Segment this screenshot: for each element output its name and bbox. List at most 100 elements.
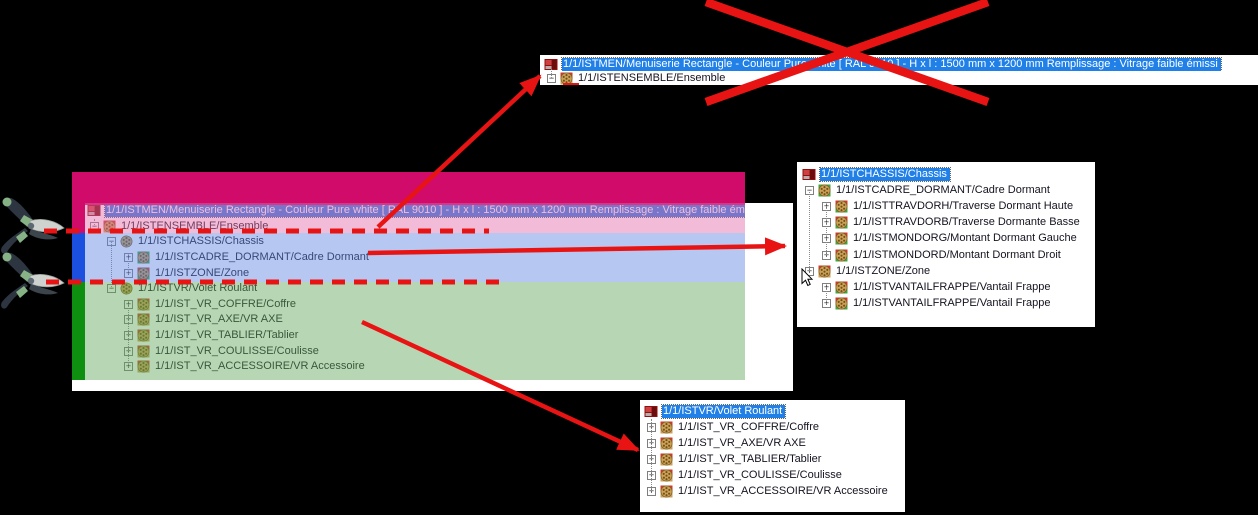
tree-row-label: 1/1/ISTCADRE_DORMANT/Cadre Dormant (836, 183, 1050, 196)
component-icon (137, 345, 150, 358)
tree-row[interactable]: + 1/1/ISTTRAVDORB/Traverse Dormante Bass… (800, 215, 1093, 231)
tree-row[interactable]: + 1/1/IST_VR_AXE/VR AXE (85, 312, 745, 328)
window-icon (544, 58, 558, 70)
component-icon (835, 249, 848, 262)
component-icon (835, 281, 848, 294)
tree-row-label: 1/1/ISTVR/Volet Roulant (138, 282, 258, 295)
tree-row[interactable]: + 1/1/ISTTRAVDORH/Traverse Dormant Haute (800, 198, 1093, 214)
tree-row-label: 1/1/ISTCHASSIS/Chassis (819, 166, 951, 182)
tree-connector (128, 258, 129, 274)
tree-row[interactable]: + 1/1/ISTCADRE_DORMANT/Cadre Dormant (85, 250, 745, 266)
tree-row[interactable]: − 1/1/ISTVR/Volet Roulant (85, 281, 745, 297)
rejection-cross-stroke (704, 0, 990, 107)
tree-row[interactable]: + 1/1/IST_VR_ACCESSOIRE/VR Accessoire (85, 359, 745, 375)
split-tree-chassis-panel: 1/1/ISTCHASSIS/Chassis − 1/1/ISTCADRE_DO… (797, 162, 1095, 327)
window-icon (802, 168, 816, 180)
component-icon (137, 329, 150, 342)
component-icon (660, 485, 673, 498)
component-icon (137, 267, 150, 280)
tree-row[interactable]: + 1/1/IST_VR_AXE/VR AXE (642, 435, 903, 451)
tree-row-label: 1/1/ISTZONE/Zone (836, 264, 931, 277)
tree-row-label: 1/1/ISTVR/Volet Roulant (660, 403, 787, 419)
tree-connector (826, 206, 827, 255)
tree-row-label: 1/1/ISTMONDORG/Montant Dormant Gauche (853, 232, 1077, 245)
tree-row[interactable]: + 1/1/IST_VR_COULISSE/Coulisse (642, 467, 903, 483)
tree-row[interactable]: − 1/1/ISTCHASSIS/Chassis (85, 234, 745, 250)
split-tree-menuiserie-panel: 1/1/ISTMEN/Menuiserie Rectangle - Couleu… (540, 55, 1258, 85)
tree-row-label: 1/1/IST_VR_ACCESSOIRE/VR Accessoire (678, 485, 888, 498)
tree-row[interactable]: − 1/1/ISTCADRE_DORMANT/Cadre Dormant (800, 182, 1093, 198)
tree-row-label: 1/1/ISTVANTAILFRAPPE/Vantail Frappe (853, 280, 1051, 293)
highlight-band-magenta-header (72, 172, 745, 205)
tree-row-label: 1/1/IST_VR_TABLIER/Tablier (678, 452, 822, 465)
component-icon (660, 421, 673, 434)
tree-row-label: 1/1/ISTTRAVDORB/Traverse Dormante Basse (853, 216, 1080, 229)
tree-row-label: 1/1/ISTENSEMBLE/Ensemble (121, 219, 269, 232)
tree-connector (94, 219, 95, 227)
tree-row-label: 1/1/IST_VR_ACCESSOIRE/VR Accessoire (155, 360, 365, 373)
tree-row-label: 1/1/ISTZONE/Zone (155, 266, 250, 279)
tree-connector (111, 242, 112, 289)
component-icon (660, 453, 673, 466)
component-icon (103, 220, 116, 233)
tree-row[interactable]: − 1/1/ISTENSEMBLE/Ensemble (542, 71, 1258, 85)
tree-row-label: 1/1/ISTMONDORD/Montant Dormant Droit (853, 248, 1061, 261)
tree-row-label: 1/1/IST_VR_AXE/VR AXE (155, 313, 283, 326)
tree-row-label: 1/1/ISTVANTAILFRAPPE/Vantail Frappe (853, 297, 1051, 310)
rejection-cross-stroke (704, 0, 990, 107)
component-icon (835, 216, 848, 229)
tree-row-label: 1/1/IST_VR_COFFRE/Coffre (678, 420, 820, 433)
tree-connector (809, 190, 810, 271)
tree-connector (128, 304, 129, 367)
component-icon (137, 313, 150, 326)
component-icon (137, 251, 150, 264)
component-icon (818, 184, 831, 197)
tree-row[interactable]: + 1/1/IST_VR_COFFRE/Coffre (85, 297, 745, 313)
tree-row[interactable]: + 1/1/IST_VR_COFFRE/Coffre (642, 419, 903, 435)
tree-row[interactable]: 1/1/ISTMEN/Menuiserie Rectangle - Couleu… (542, 57, 1258, 71)
tree-row-label: 1/1/IST_VR_COULISSE/Coulisse (155, 344, 319, 357)
tree-row[interactable]: + 1/1/ISTVANTAILFRAPPE/Vantail Frappe (800, 279, 1093, 295)
window-icon (644, 405, 658, 417)
component-icon (818, 265, 831, 278)
tree-connector (551, 69, 552, 78)
clipped-row-fragment (563, 83, 579, 85)
window-icon (87, 205, 101, 217)
tree-row[interactable]: + 1/1/IST_VR_TABLIER/Tablier (642, 451, 903, 467)
tree-connector (651, 419, 652, 491)
tree-row-label: 1/1/ISTENSEMBLE/Ensemble (578, 71, 726, 84)
tree-row[interactable]: + 1/1/IST_VR_COULISSE/Coulisse (85, 343, 745, 359)
component-icon (120, 282, 133, 295)
tree-row-label: 1/1/ISTCHASSIS/Chassis (138, 235, 264, 248)
tree-row[interactable]: 1/1/ISTCHASSIS/Chassis (800, 166, 1093, 182)
tree-row-label: 1/1/IST_VR_TABLIER/Tablier (155, 329, 299, 342)
tree-row[interactable]: + 1/1/ISTMONDORG/Montant Dormant Gauche (800, 231, 1093, 247)
tree-row-label: 1/1/ISTTRAVDORH/Traverse Dormant Haute (853, 199, 1074, 212)
component-icon (835, 200, 848, 213)
tree-row[interactable]: 1/1/ISTMEN/Menuiserie Rectangle - Couleu… (85, 203, 745, 219)
component-icon (560, 72, 573, 84)
tree-row-label: 1/1/ISTCADRE_DORMANT/Cadre Dormant (155, 251, 369, 264)
tree-row-label: 1/1/IST_VR_AXE/VR AXE (678, 436, 806, 449)
component-icon (137, 298, 150, 311)
tree-row-label: 1/1/IST_VR_COFFRE/Coffre (155, 297, 297, 310)
main-tree-panel: 1/1/ISTMEN/Menuiserie Rectangle - Couleu… (72, 203, 793, 391)
tree-row[interactable]: + 1/1/IST_VR_TABLIER/Tablier (85, 328, 745, 344)
pruning-shears-icon (1, 197, 65, 254)
component-icon (120, 236, 133, 248)
tree-row[interactable]: 1/1/ISTVR/Volet Roulant (642, 403, 903, 419)
component-icon (835, 297, 848, 310)
component-icon (137, 360, 150, 373)
pruning-shears-icon (1, 252, 65, 309)
tree-row[interactable]: + 1/1/ISTZONE/Zone (800, 263, 1093, 279)
tree-row-label: 1/1/ISTMEN/Menuiserie Rectangle - Couleu… (561, 57, 1222, 71)
component-icon (835, 232, 848, 245)
tree-row[interactable]: + 1/1/ISTZONE/Zone (85, 265, 745, 281)
tree-row[interactable]: + 1/1/ISTVANTAILFRAPPE/Vantail Frappe (800, 296, 1093, 312)
tree-row[interactable]: + 1/1/IST_VR_ACCESSOIRE/VR Accessoire (642, 483, 903, 499)
split-tree-volet-roulant-panel: 1/1/ISTVR/Volet Roulant + 1/1/IST_VR_COF… (640, 400, 905, 512)
tree-row[interactable]: − 1/1/ISTENSEMBLE/Ensemble (85, 219, 745, 235)
tree-row[interactable]: + 1/1/ISTMONDORD/Montant Dormant Droit (800, 247, 1093, 263)
component-icon (660, 437, 673, 450)
tree-row-label: 1/1/ISTMEN/Menuiserie Rectangle - Couleu… (104, 203, 745, 219)
